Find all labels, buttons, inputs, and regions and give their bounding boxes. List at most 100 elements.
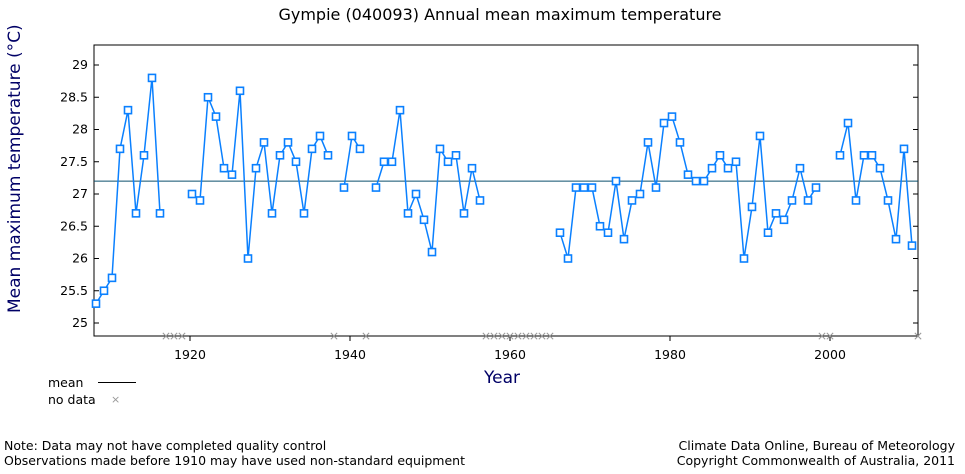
data-point [755,131,765,141]
data-point [771,209,781,218]
data-point [635,189,645,199]
data-point [467,163,477,173]
source-credit: Climate Data Online, Bureau of Meteorolo… [678,438,955,453]
data-point [803,196,813,205]
data-point [619,234,629,244]
no-data-marker: × [361,328,371,343]
data-point [835,151,845,160]
data-point [283,138,293,147]
data-point [403,209,413,218]
data-point [763,228,773,237]
no-data-marker: × [497,328,507,343]
no-data-marker: × [513,328,523,343]
data-point [675,138,685,147]
data-point [187,189,197,199]
data-point [203,92,213,102]
data-point [707,163,717,173]
data-point [315,131,325,141]
no-data-marker: × [481,328,491,343]
no-data-marker: × [329,328,339,343]
no-data-marker: × [169,328,179,343]
data-point [587,183,597,192]
data-point [651,183,661,192]
data-point [427,247,437,257]
data-point [355,144,365,154]
data-point [811,183,821,192]
data-point [275,151,285,160]
y-tick-label: 26.5 [60,218,88,233]
data-point [419,215,429,225]
y-tick-label: 28 [72,122,88,137]
y-tick-label: 27.5 [60,154,88,169]
data-point [379,157,389,167]
data-point [307,144,317,154]
data-point [339,183,349,192]
data-point [299,209,309,218]
data-point [851,196,861,205]
data-point [219,163,229,173]
data-point [251,163,261,173]
data-point [91,299,101,308]
data-point [475,196,485,205]
x-axis-label: Year [484,368,520,388]
y-tick-label: 25.5 [60,283,88,298]
data-point [739,254,749,263]
data-point [115,144,125,154]
data-point [667,112,677,121]
data-point [139,151,149,160]
legend-nodata-cross-icon: × [111,393,121,406]
no-data-marker: × [161,328,171,343]
copyright: Copyright Commonwealth of Australia, 201… [676,453,955,468]
no-data-marker: × [505,328,515,343]
data-point [411,189,421,199]
data-point [563,254,573,263]
series-line-segment [559,115,817,259]
data-point [747,202,757,212]
data-point [603,228,613,237]
x-tick-label: 1920 [174,347,206,362]
data-point [123,105,133,115]
data-point [131,209,141,218]
data-point [235,86,245,96]
data-point [107,273,117,283]
legend-mean-label: mean [48,375,84,390]
data-point [795,163,805,173]
series-line-segment [343,133,361,188]
no-data-marker: × [825,328,835,343]
data-point [859,151,869,160]
plot-frame [93,44,919,337]
data-point [643,138,653,147]
no-data-marker: × [817,328,827,343]
data-point [435,144,445,154]
data-point [99,286,109,296]
data-point [723,163,733,173]
data-point [683,170,693,179]
data-point [715,151,725,160]
note-equipment: Observations made before 1910 may have u… [4,453,465,468]
data-point [347,131,357,141]
series-line-segment [375,110,481,253]
legend-nodata-label: no data [48,392,96,407]
no-data-marker: × [529,328,539,343]
data-point [659,118,669,128]
data-point [323,151,333,160]
no-data-marker: × [913,328,923,343]
data-point [147,73,157,83]
data-point [611,176,621,186]
note-quality: Note: Data may not have completed qualit… [4,438,327,453]
data-point [891,234,901,244]
data-point [579,183,589,192]
y-tick-label: 25 [72,315,88,330]
data-point [731,157,741,167]
data-point [899,144,909,154]
x-tick-label: 1940 [334,347,366,362]
data-point [451,151,461,160]
data-point [155,209,165,218]
data-point [195,196,205,205]
x-tick-label: 2000 [814,347,846,362]
data-point [291,157,301,167]
data-point [699,176,709,186]
data-point [779,215,789,225]
